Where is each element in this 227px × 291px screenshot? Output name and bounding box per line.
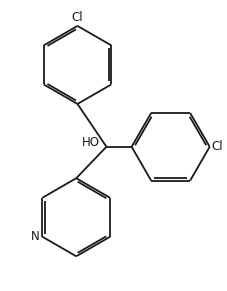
Text: HO: HO bbox=[82, 136, 100, 150]
Text: N: N bbox=[30, 230, 39, 243]
Text: Cl: Cl bbox=[71, 11, 83, 24]
Text: Cl: Cl bbox=[211, 140, 222, 153]
